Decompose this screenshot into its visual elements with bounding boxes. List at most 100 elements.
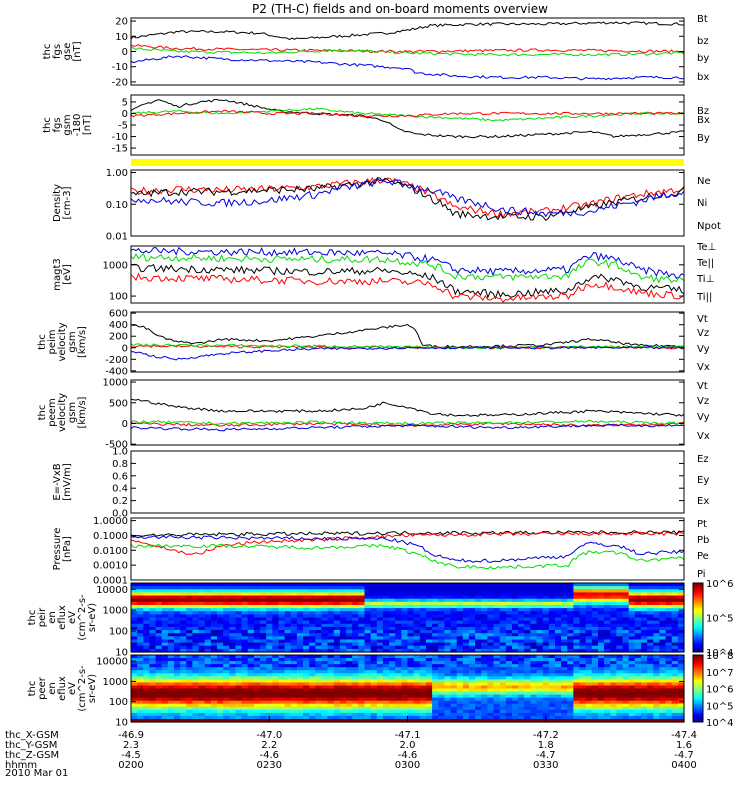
- spectrogram-cell: [555, 667, 562, 671]
- spectrogram-cell: [315, 626, 322, 631]
- spectrogram-cell: [456, 655, 464, 659]
- spectrogram-cell: [425, 586, 433, 590]
- spectrogram-cell: [327, 630, 335, 634]
- spectrogram-cell: [364, 661, 372, 665]
- spectrogram-cell: [223, 706, 230, 711]
- spectrogram-cell: [518, 719, 525, 723]
- spectrogram-cell: [530, 645, 538, 650]
- spectrogram-cell: [573, 639, 581, 644]
- spectrogram-cell: [327, 667, 335, 671]
- spectrogram-cell: [604, 586, 611, 590]
- spectrogram-cell: [167, 633, 175, 637]
- spectrogram-cell: [272, 614, 279, 619]
- y-tick-label: 10: [115, 718, 128, 729]
- spectrogram-cell: [598, 703, 605, 708]
- spectrogram-cell: [247, 715, 255, 720]
- spectrogram-cell: [628, 617, 636, 622]
- spectrogram-cell: [647, 617, 654, 622]
- spectrogram-cell: [610, 715, 617, 720]
- spectrogram-cell: [413, 685, 421, 690]
- spectrogram-cell: [376, 608, 384, 612]
- spectrogram-cell: [456, 605, 464, 609]
- series-line-Vy: [130, 343, 685, 350]
- spectrogram-cell: [647, 633, 654, 637]
- spectrogram-cell: [585, 611, 593, 615]
- spectrogram-cell: [610, 636, 617, 640]
- spectrogram-cell: [579, 679, 587, 683]
- spectrogram-cell: [598, 601, 605, 606]
- spectrogram-cell: [419, 614, 427, 619]
- spectrogram-cell: [155, 719, 163, 723]
- spectrogram-cell: [217, 670, 224, 674]
- spectrogram-cell: [475, 639, 482, 644]
- spectrogram-cell: [229, 679, 236, 683]
- spectrogram-cell: [671, 605, 679, 609]
- spectrogram-cell: [278, 667, 286, 671]
- spectrogram-cell: [641, 645, 648, 650]
- spectrogram-cell: [204, 664, 212, 668]
- spectrogram-cell: [671, 642, 679, 647]
- spectrogram-cell: [364, 682, 372, 686]
- spectrogram-cell: [223, 670, 230, 674]
- spectrogram-cell: [284, 670, 292, 674]
- spectrogram-cell: [555, 648, 562, 653]
- spectrogram-cell: [573, 658, 581, 662]
- spectrogram-cell: [167, 715, 175, 720]
- spectrogram-cell: [161, 586, 169, 590]
- legend-entry: Ti||: [696, 292, 712, 303]
- spectrogram-cell: [413, 583, 421, 587]
- spectrogram-cell: [419, 626, 427, 631]
- spectrogram-cell: [198, 694, 206, 699]
- spectrogram-cell: [671, 703, 679, 708]
- spectrogram-cell: [610, 595, 617, 600]
- spectrogram-cell: [155, 691, 163, 696]
- spectrogram-cell: [622, 598, 630, 603]
- x-tick-label: -47.2: [533, 730, 559, 741]
- spectrogram-cell: [327, 676, 335, 680]
- spectrogram-cell: [567, 595, 574, 600]
- spectrogram-cell: [677, 626, 685, 631]
- spectrogram-cell: [364, 595, 372, 600]
- spectrogram-cell: [278, 645, 286, 650]
- spectrogram-cell: [487, 601, 495, 606]
- spectrogram-cell: [327, 670, 335, 674]
- spectrogram-cell: [235, 673, 243, 677]
- spectrogram-cell: [518, 679, 525, 683]
- spectrogram-cell: [456, 697, 464, 702]
- spectrogram-cell: [530, 601, 538, 606]
- spectrogram-cell: [131, 658, 138, 662]
- spectrogram-cell: [450, 664, 458, 668]
- spectrogram-cell: [634, 679, 642, 683]
- y-label-line: sr-eV): [87, 674, 98, 703]
- spectrogram-cell: [321, 620, 329, 625]
- spectrogram-cell: [413, 682, 421, 686]
- spectrogram-cell: [567, 658, 574, 662]
- spectrogram-cell: [468, 679, 476, 683]
- spectrogram-cell: [290, 642, 298, 647]
- spectrogram-cell: [186, 601, 193, 606]
- spectrogram-cell: [253, 664, 261, 668]
- spectrogram-cell: [542, 676, 550, 680]
- spectrogram-cell: [481, 655, 488, 659]
- spectrogram-cell: [671, 614, 679, 619]
- spectrogram-cell: [481, 694, 488, 699]
- spectrogram-cell: [327, 655, 335, 659]
- spectrogram-cell: [143, 667, 150, 671]
- spectrogram-cell: [346, 626, 353, 631]
- spectrogram-cell: [641, 719, 648, 723]
- spectrogram-cell: [149, 682, 157, 686]
- spectrogram-cell: [518, 630, 525, 634]
- spectrogram-cell: [266, 679, 273, 683]
- spectrogram-cell: [364, 648, 372, 653]
- spectrogram-cell: [671, 648, 679, 653]
- y-tick-label: -5: [118, 121, 128, 132]
- spectrogram-cell: [235, 667, 243, 671]
- spectrogram-cell: [536, 658, 544, 662]
- spectrogram-cell: [536, 685, 544, 690]
- spectrogram-cell: [253, 586, 261, 590]
- spectrogram-cell: [370, 664, 378, 668]
- spectrogram-cell: [284, 608, 292, 612]
- spectrogram-cell: [364, 592, 372, 597]
- spectrogram-cell: [641, 685, 648, 690]
